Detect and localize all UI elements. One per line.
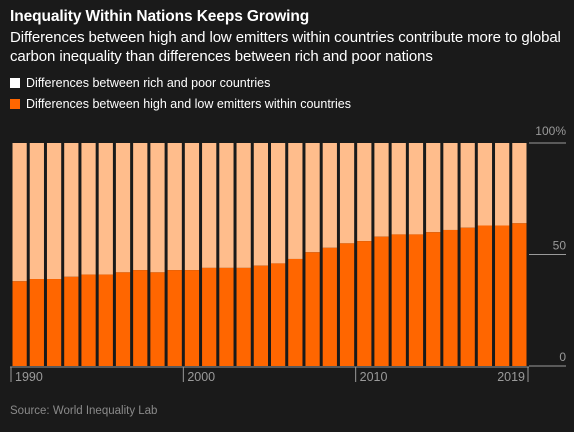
bar-within-2007 <box>305 252 320 366</box>
bar-within-2016 <box>460 227 475 366</box>
bar-between-1991 <box>29 143 44 280</box>
bar-within-1992 <box>46 279 62 366</box>
bar-between-2009 <box>339 143 355 244</box>
y-tick-label-100: 100% <box>535 124 566 138</box>
bar-within-2018 <box>495 225 510 366</box>
source-note: Source: World Inequality Lab <box>10 405 158 417</box>
bar-within-2005 <box>271 263 286 366</box>
bar-between-2008 <box>322 143 337 248</box>
bar-within-2000 <box>184 270 200 366</box>
y-tick-label-0: 0 <box>559 350 566 364</box>
bar-within-2012 <box>391 234 406 366</box>
x-tick-label-1990: 1990 <box>15 370 43 384</box>
bar-between-2012 <box>391 143 406 235</box>
bar-between-2015 <box>443 143 458 230</box>
legend-swatch-within <box>10 98 20 109</box>
bar-within-2009 <box>339 243 355 366</box>
bar-within-2017 <box>477 225 493 366</box>
x-tick-label-2010: 2010 <box>360 370 388 384</box>
bar-between-2018 <box>495 143 510 226</box>
bar-within-2004 <box>253 265 268 366</box>
bar-within-2011 <box>374 236 389 366</box>
bar-between-1993 <box>64 143 79 277</box>
bar-within-1998 <box>150 272 165 366</box>
bar-within-1991 <box>29 279 44 366</box>
bar-between-2011 <box>374 143 389 237</box>
bar-between-1997 <box>133 143 148 271</box>
bar-within-2014 <box>426 232 441 366</box>
bar-between-2002 <box>219 143 234 268</box>
bar-between-2003 <box>236 143 251 268</box>
chart-title: Inequality Within Nations Keeps Growing <box>10 8 310 25</box>
bar-within-2019 <box>512 223 527 366</box>
legend-label-within: Differences between high and low emitter… <box>26 96 351 111</box>
bar-between-2013 <box>408 143 424 235</box>
bar-within-2002 <box>219 267 234 366</box>
bar-within-2010 <box>357 241 372 366</box>
bar-between-2019 <box>512 143 527 224</box>
legend-label-between: Differences between rich and poor countr… <box>26 75 271 90</box>
bar-between-1990 <box>12 143 27 282</box>
bar-within-2013 <box>408 234 424 366</box>
bar-between-1996 <box>115 143 131 273</box>
legend-swatch-between <box>10 77 20 88</box>
bar-between-1994 <box>81 143 96 275</box>
x-tick-label-2019: 2019 <box>497 370 525 384</box>
bar-between-2005 <box>271 143 286 264</box>
legend-item-within: Differences between high and low emitter… <box>10 93 351 114</box>
y-tick-label-50: 50 <box>553 239 567 253</box>
bar-between-1999 <box>167 143 182 271</box>
bar-within-1993 <box>64 276 79 366</box>
bar-between-2004 <box>253 143 268 266</box>
bar-within-1999 <box>167 270 182 366</box>
bar-between-2014 <box>426 143 441 233</box>
bar-within-2008 <box>322 247 337 366</box>
bar-within-1990 <box>12 281 27 366</box>
legend: Differences between rich and poor countr… <box>10 72 351 114</box>
bar-within-2003 <box>236 267 251 366</box>
bar-within-2001 <box>202 267 217 366</box>
bar-within-1995 <box>98 274 113 366</box>
bar-between-2000 <box>184 143 200 271</box>
bar-within-1996 <box>115 272 131 366</box>
bar-between-1992 <box>46 143 62 280</box>
bar-between-1995 <box>98 143 113 275</box>
bar-within-1994 <box>81 274 96 366</box>
stacked-bar-chart: 0 50 100% 1990 2000 2010 2019 <box>10 124 567 384</box>
legend-item-between: Differences between rich and poor countr… <box>10 72 351 93</box>
bar-between-2001 <box>202 143 217 268</box>
bar-within-1997 <box>133 270 148 366</box>
x-tick-label-2000: 2000 <box>187 370 215 384</box>
bar-between-2016 <box>460 143 475 228</box>
bar-within-2006 <box>288 258 303 366</box>
bar-between-2010 <box>357 143 372 242</box>
bar-between-2006 <box>288 143 303 259</box>
chart-subtitle: Differences between high and low emitter… <box>10 29 561 65</box>
bar-between-2017 <box>477 143 493 226</box>
bar-between-1998 <box>150 143 165 273</box>
bar-between-2007 <box>305 143 320 253</box>
bar-within-2015 <box>443 229 458 366</box>
